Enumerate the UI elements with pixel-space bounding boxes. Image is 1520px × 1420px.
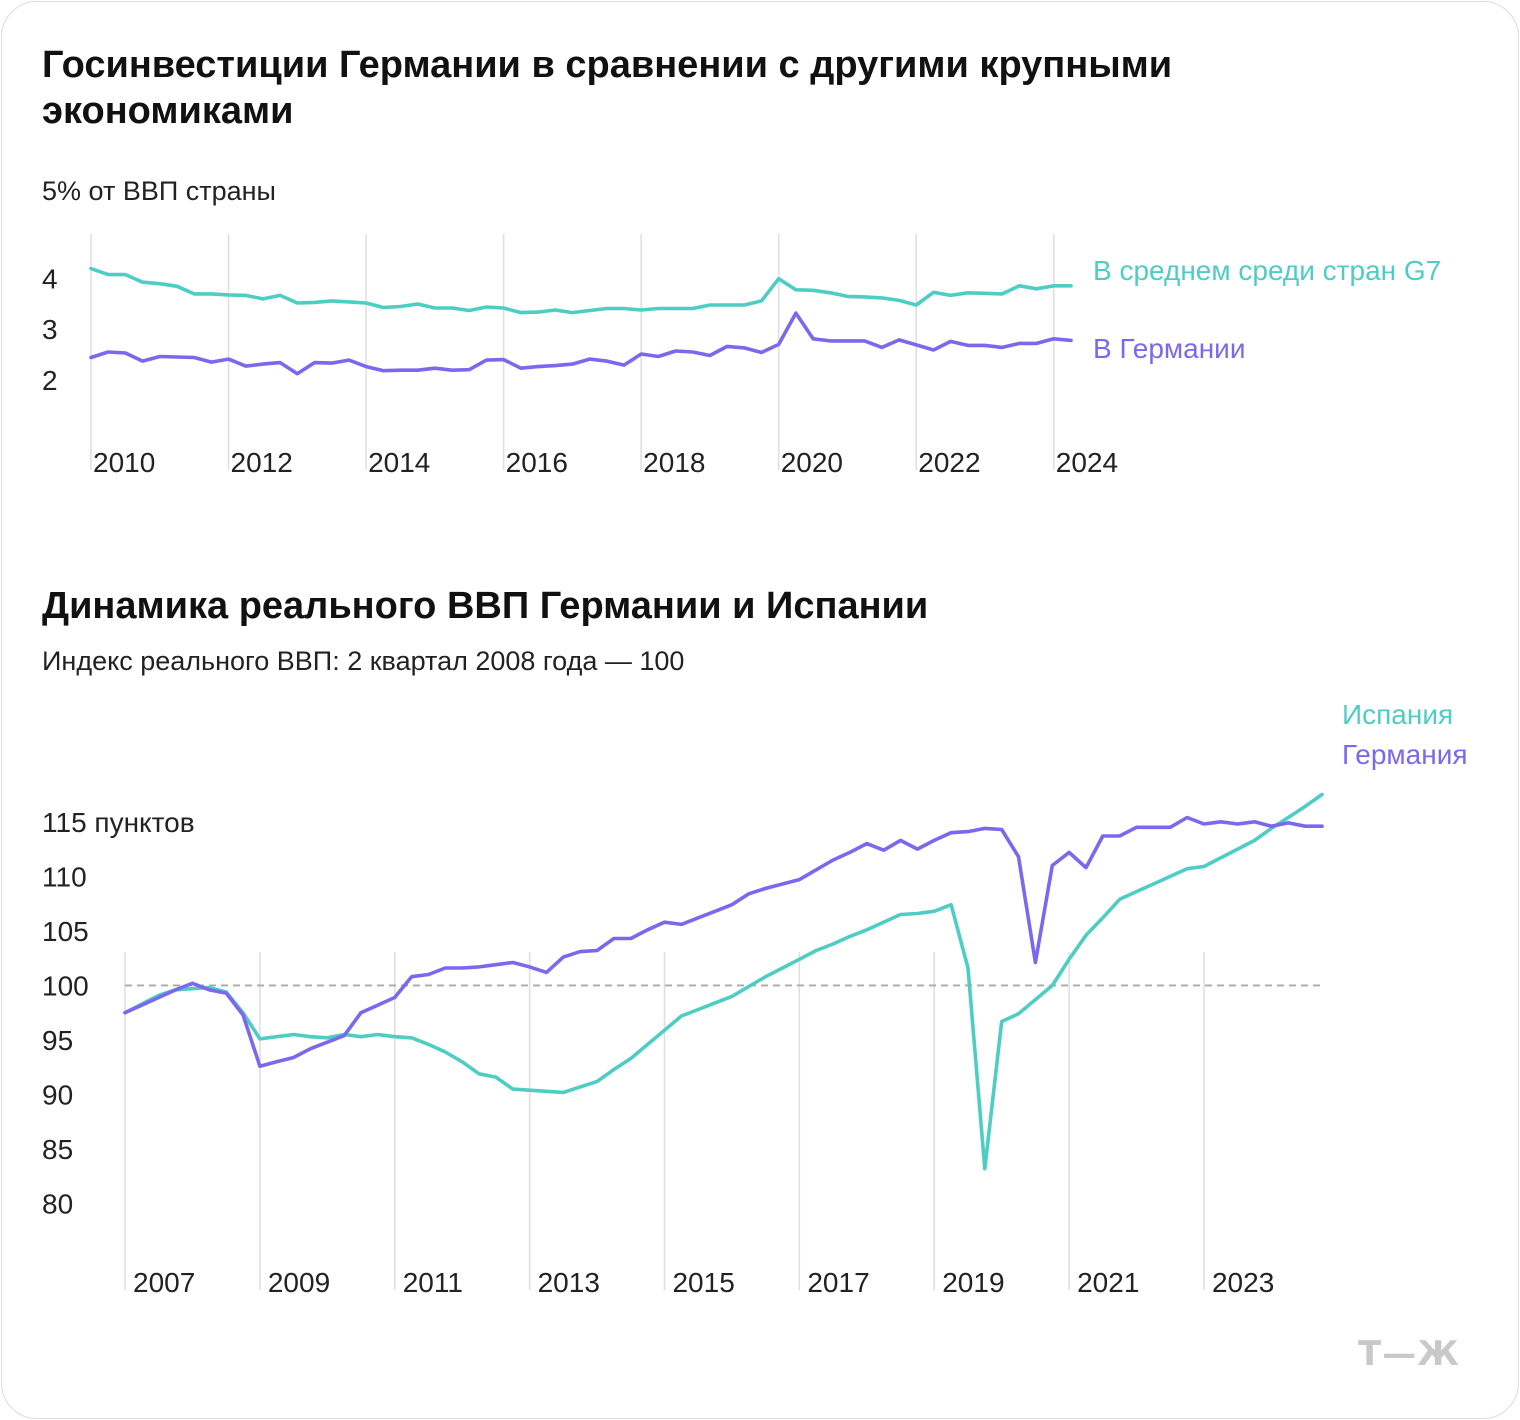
chart1-y-tick-label: 3 [42, 314, 58, 345]
chart1-x-tick-label: 2018 [643, 447, 705, 478]
chart2-x-tick-label: 2021 [1077, 1267, 1139, 1298]
chart2-subtitle: Индекс реального ВВП: 2 квартал 2008 год… [42, 646, 685, 676]
chart1-series-label-g7: В среднем среди стран G7 [1093, 255, 1441, 286]
chart2-x-tick-label: 2023 [1212, 1267, 1274, 1298]
chart1-title: Госинвестиции Германии в сравнении с дру… [42, 44, 1173, 132]
chart2-y-tick-label: 80 [42, 1189, 73, 1220]
chart1-subtitle: 5% от ВВП страны [42, 176, 276, 206]
chart2-y-tick-label: 110 [42, 861, 87, 892]
chart2-title: Динамика реального ВВП Германии и Испани… [42, 585, 929, 627]
chart1-y-tick-label: 4 [42, 264, 58, 295]
chart1-x-tick-label: 2010 [93, 447, 155, 478]
tzh-logo: Т—Ж [1358, 1334, 1460, 1374]
chart2-x-tick-label: 2009 [268, 1267, 330, 1298]
chart2-x-tick-label: 2019 [942, 1267, 1004, 1298]
chart2-x-tick-label: 2007 [133, 1267, 195, 1298]
chart2-series-label-germany: Германия [1342, 739, 1468, 770]
chart2-y-tick-label: 115 пунктов [42, 807, 195, 838]
chart1-x-tick-label: 2012 [231, 447, 293, 478]
chart1-plot: 2010 2012 2014 2016 2018 2020 2022 2024 4 3 2 В сре… [42, 234, 1441, 478]
chart2-x-tick-label: 2011 [403, 1267, 463, 1298]
chart1-x-tick-label: 2022 [918, 447, 980, 478]
chart2-y-tick-label: 90 [42, 1080, 73, 1111]
chart1-series-label-germany: В Германии [1093, 333, 1245, 364]
chart1-x-tick-label: 2020 [781, 447, 843, 478]
chart2-x-tick-label: 2015 [672, 1267, 734, 1298]
chart2-series-line-spain [123, 792, 1324, 1171]
chart1-y-tick-label: 2 [42, 365, 58, 396]
chart2-x-tick-label: 2013 [538, 1267, 600, 1298]
chart2-x-tick-label: 2017 [807, 1267, 869, 1298]
chart2-series-line-germany [123, 815, 1324, 1068]
chart1-x-tick-label: 2014 [368, 447, 430, 478]
chart1-series-line-g7 [89, 266, 1073, 315]
chart1-x-tick-label: 2016 [506, 447, 568, 478]
chart2-y-tick-label: 100 [42, 970, 89, 1001]
chart2-y-tick-label: 95 [42, 1025, 73, 1056]
chart1-x-tick-label: 2024 [1056, 447, 1118, 478]
chart2-y-tick-label: 85 [42, 1134, 73, 1165]
chart1-series-line-germany [89, 311, 1073, 376]
chart2-series-label-spain: Испания [1342, 699, 1453, 730]
chart2-y-tick-label: 105 [42, 916, 89, 947]
